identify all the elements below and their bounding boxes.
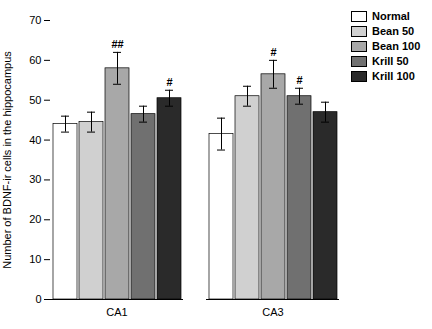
svg-text:60: 60 xyxy=(29,54,41,66)
html-text:Krill 50: Krill 50 xyxy=(372,55,409,67)
html-text:Normal: Normal xyxy=(372,10,410,22)
svg-text:Number of BDNF-ir cells in the: Number of BDNF-ir cells in the hippocamp… xyxy=(1,51,13,269)
html-text:Bean 100: Bean 100 xyxy=(372,40,421,52)
svg-text:CA1: CA1 xyxy=(106,306,127,318)
svg-text:40: 40 xyxy=(29,134,41,146)
svg-text:0: 0 xyxy=(35,293,41,305)
svg-text:#: # xyxy=(296,74,302,86)
svg-text:30: 30 xyxy=(29,173,41,185)
svg-text:70: 70 xyxy=(29,14,41,26)
svg-text:20: 20 xyxy=(29,213,41,225)
html-text:Krill 100: Krill 100 xyxy=(372,70,415,82)
html-text:Bean 50: Bean 50 xyxy=(372,25,415,37)
svg-text:CA3: CA3 xyxy=(262,306,283,318)
svg-text:#: # xyxy=(270,46,276,58)
svg-text:50: 50 xyxy=(29,94,41,106)
svg-text:10: 10 xyxy=(29,253,41,265)
svg-text:##: ## xyxy=(111,38,123,50)
svg-text:#: # xyxy=(166,76,172,88)
